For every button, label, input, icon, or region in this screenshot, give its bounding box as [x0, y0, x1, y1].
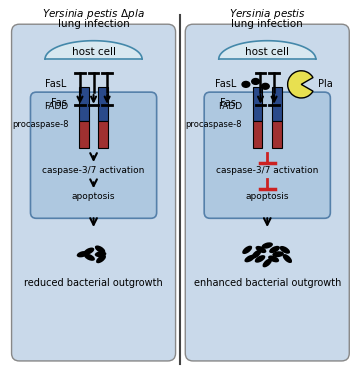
- Ellipse shape: [252, 250, 261, 258]
- Ellipse shape: [280, 246, 290, 254]
- FancyBboxPatch shape: [11, 24, 175, 361]
- Ellipse shape: [283, 254, 292, 263]
- Ellipse shape: [255, 255, 265, 263]
- Bar: [79, 87, 89, 121]
- Text: caspase-3/7 activation: caspase-3/7 activation: [42, 166, 145, 175]
- Text: FADD: FADD: [218, 102, 242, 111]
- Bar: [272, 87, 282, 121]
- Ellipse shape: [256, 246, 266, 253]
- Text: enhanced bacterial outgrowth: enhanced bacterial outgrowth: [194, 278, 341, 288]
- Ellipse shape: [95, 245, 105, 253]
- Ellipse shape: [262, 242, 273, 249]
- Text: procaspase-8: procaspase-8: [12, 120, 68, 129]
- Ellipse shape: [84, 254, 95, 261]
- FancyBboxPatch shape: [30, 92, 157, 218]
- Bar: [79, 121, 89, 148]
- Ellipse shape: [83, 248, 94, 255]
- Bar: [98, 87, 108, 121]
- Text: FADD: FADD: [44, 102, 68, 111]
- Ellipse shape: [77, 251, 88, 257]
- Text: lung infection: lung infection: [231, 19, 303, 29]
- FancyBboxPatch shape: [204, 92, 330, 218]
- Ellipse shape: [242, 81, 250, 87]
- Text: $\it{Yersinia\ pestis\ \Delta pla}$: $\it{Yersinia\ pestis\ \Delta pla}$: [42, 7, 145, 21]
- Text: apoptosis: apoptosis: [72, 192, 115, 201]
- Ellipse shape: [272, 251, 284, 257]
- Text: Fas: Fas: [50, 98, 66, 108]
- Text: procaspase-8: procaspase-8: [185, 120, 242, 129]
- FancyBboxPatch shape: [185, 24, 349, 361]
- Ellipse shape: [268, 256, 279, 262]
- Text: host cell: host cell: [245, 47, 289, 57]
- Text: FasL: FasL: [45, 79, 66, 90]
- Ellipse shape: [252, 79, 260, 84]
- Polygon shape: [219, 41, 316, 59]
- Polygon shape: [45, 41, 142, 59]
- Bar: [272, 121, 282, 148]
- Ellipse shape: [95, 251, 106, 257]
- Ellipse shape: [96, 255, 106, 263]
- Ellipse shape: [261, 84, 269, 89]
- Bar: [98, 121, 108, 148]
- Text: lung infection: lung infection: [58, 19, 130, 29]
- Bar: [253, 121, 262, 148]
- Text: reduced bacterial outgrowth: reduced bacterial outgrowth: [24, 278, 163, 288]
- Text: FasL: FasL: [215, 79, 236, 90]
- Ellipse shape: [245, 255, 255, 262]
- Text: Fas: Fas: [220, 98, 236, 108]
- Text: $\it{Yersinia\ pestis}$: $\it{Yersinia\ pestis}$: [229, 7, 306, 21]
- Ellipse shape: [262, 258, 272, 267]
- Ellipse shape: [242, 246, 252, 254]
- Text: apoptosis: apoptosis: [246, 192, 289, 201]
- Text: caspase-3/7 activation: caspase-3/7 activation: [216, 166, 319, 175]
- Text: Pla: Pla: [318, 79, 333, 90]
- Wedge shape: [287, 71, 313, 98]
- Text: host cell: host cell: [72, 47, 116, 57]
- Ellipse shape: [269, 246, 280, 253]
- Bar: [253, 87, 262, 121]
